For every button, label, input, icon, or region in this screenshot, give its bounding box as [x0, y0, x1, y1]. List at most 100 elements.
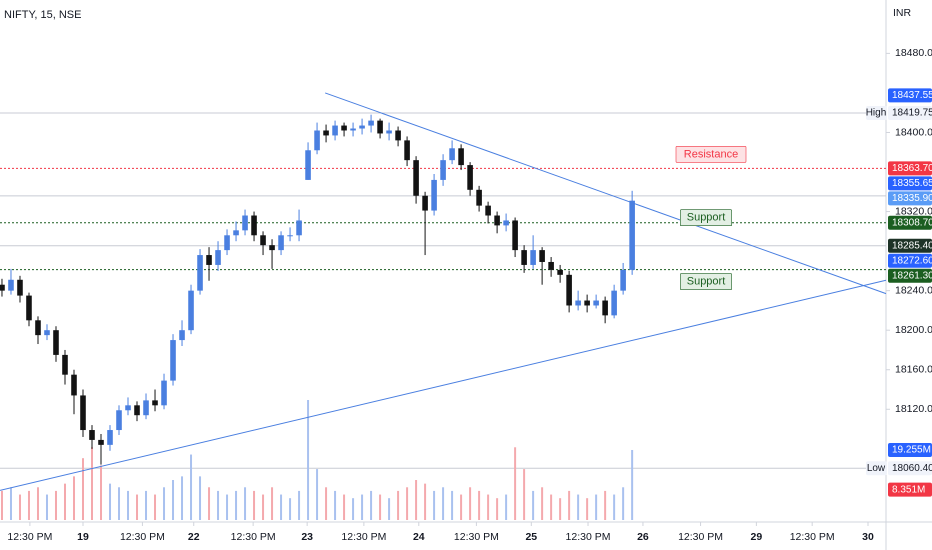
volume-bar: [577, 494, 580, 520]
x-tick-label: 12:30 PM: [7, 531, 52, 543]
candle-body: [80, 395, 86, 431]
candle-body: [170, 340, 176, 381]
volume-bar: [568, 490, 571, 520]
candle-body: [602, 300, 608, 316]
candle-body: [485, 205, 491, 216]
volume-bar: [343, 494, 346, 520]
currency: INR: [893, 7, 912, 19]
candle-body: [44, 330, 50, 336]
candle-body: [143, 400, 149, 416]
x-tick-label: 25: [525, 531, 537, 543]
candle-body: [314, 130, 320, 151]
volume-bar: [54, 490, 57, 520]
volume-bar: [100, 465, 103, 520]
price-label: 18419.75: [892, 108, 932, 119]
volume-bar: [145, 490, 148, 520]
price-label-box: [888, 215, 932, 230]
volume-bar: [496, 498, 499, 520]
candle-body: [89, 430, 95, 440]
price-label-box: [888, 191, 932, 206]
candle-body: [548, 261, 554, 270]
candle-body: [287, 235, 293, 237]
volume-bar: [235, 490, 238, 520]
candle-body: [386, 130, 392, 134]
price-label-box: [888, 161, 932, 176]
volume-bar: [424, 483, 427, 520]
volume-bar: [478, 490, 481, 520]
volume-bar: [226, 494, 229, 520]
y-tick-label: 18120.00: [895, 403, 932, 415]
volume-bar: [190, 454, 193, 520]
candle-body: [629, 200, 635, 270]
candle-body: [188, 290, 194, 331]
x-tick-label: 12:30 PM: [566, 531, 611, 543]
volume-bar: [361, 494, 364, 520]
volume-bar: [532, 490, 535, 520]
y-tick-label: 18480.00: [895, 47, 932, 59]
candle-body: [449, 148, 455, 161]
x-tick-label: 29: [751, 531, 763, 543]
candle-body: [53, 330, 59, 355]
candle-body: [503, 220, 509, 226]
price-label-box: [888, 238, 932, 253]
volume-bar: [505, 494, 508, 520]
volume-bar: [379, 494, 382, 520]
candle-body: [98, 439, 104, 445]
x-tick-label: 12:30 PM: [341, 531, 386, 543]
candle-body: [8, 279, 14, 291]
volume-bar: [72, 476, 75, 520]
candle-body: [35, 320, 41, 336]
price-tag: Low: [867, 463, 886, 474]
volume-bar: [91, 447, 94, 520]
x-tick-label: 12:30 PM: [790, 531, 835, 543]
candle-body: [566, 274, 572, 306]
volume-bar: [370, 490, 373, 520]
price-tag: High: [866, 108, 887, 119]
volume-label-box: [888, 482, 932, 497]
volume-bar: [163, 487, 166, 520]
volume-bar: [469, 487, 472, 520]
volume-bar: [63, 483, 66, 520]
x-tick-label: 12:30 PM: [454, 531, 499, 543]
volume-bar: [280, 494, 283, 520]
candle-body: [467, 165, 473, 190]
y-tick-label: 18240.00: [895, 284, 932, 296]
annotation: Resistance: [684, 148, 738, 160]
candle-body: [332, 125, 338, 136]
volume-bar: [199, 476, 202, 520]
volume-bar: [208, 487, 211, 520]
candle-body: [476, 189, 482, 206]
candle-body: [233, 230, 239, 236]
x-tick-label: 12:30 PM: [231, 531, 276, 543]
candle-body: [161, 380, 167, 406]
volume-bar: [316, 469, 319, 520]
volume-bar: [541, 487, 544, 520]
volume-bar: [559, 498, 562, 520]
volume-bar: [244, 487, 247, 520]
volume-bar: [604, 490, 607, 520]
volume-label: 19.255M: [892, 445, 931, 456]
x-tick-label: 30: [862, 531, 874, 543]
candle-body: [584, 300, 590, 306]
price-label-box: [888, 176, 932, 191]
x-tick-label: 12:30 PM: [120, 531, 165, 543]
symbol-title: NIFTY, 15, NSE: [4, 9, 81, 21]
candle-body: [539, 250, 545, 262]
price-label-box: [888, 253, 932, 268]
volume-bar: [0, 490, 3, 520]
volume-bar: [550, 494, 553, 520]
volume-bar: [451, 490, 454, 520]
volume-bar: [217, 490, 220, 520]
volume-bar: [307, 400, 310, 520]
price-label: 18437.55: [892, 90, 932, 101]
candle-body: [278, 235, 284, 251]
annotation-box: [679, 209, 732, 227]
price-label-box: [888, 268, 932, 283]
candle-body: [62, 354, 68, 375]
volume-bar: [253, 490, 256, 520]
price-label: 18308.70: [892, 217, 932, 228]
candle-body: [224, 235, 230, 251]
